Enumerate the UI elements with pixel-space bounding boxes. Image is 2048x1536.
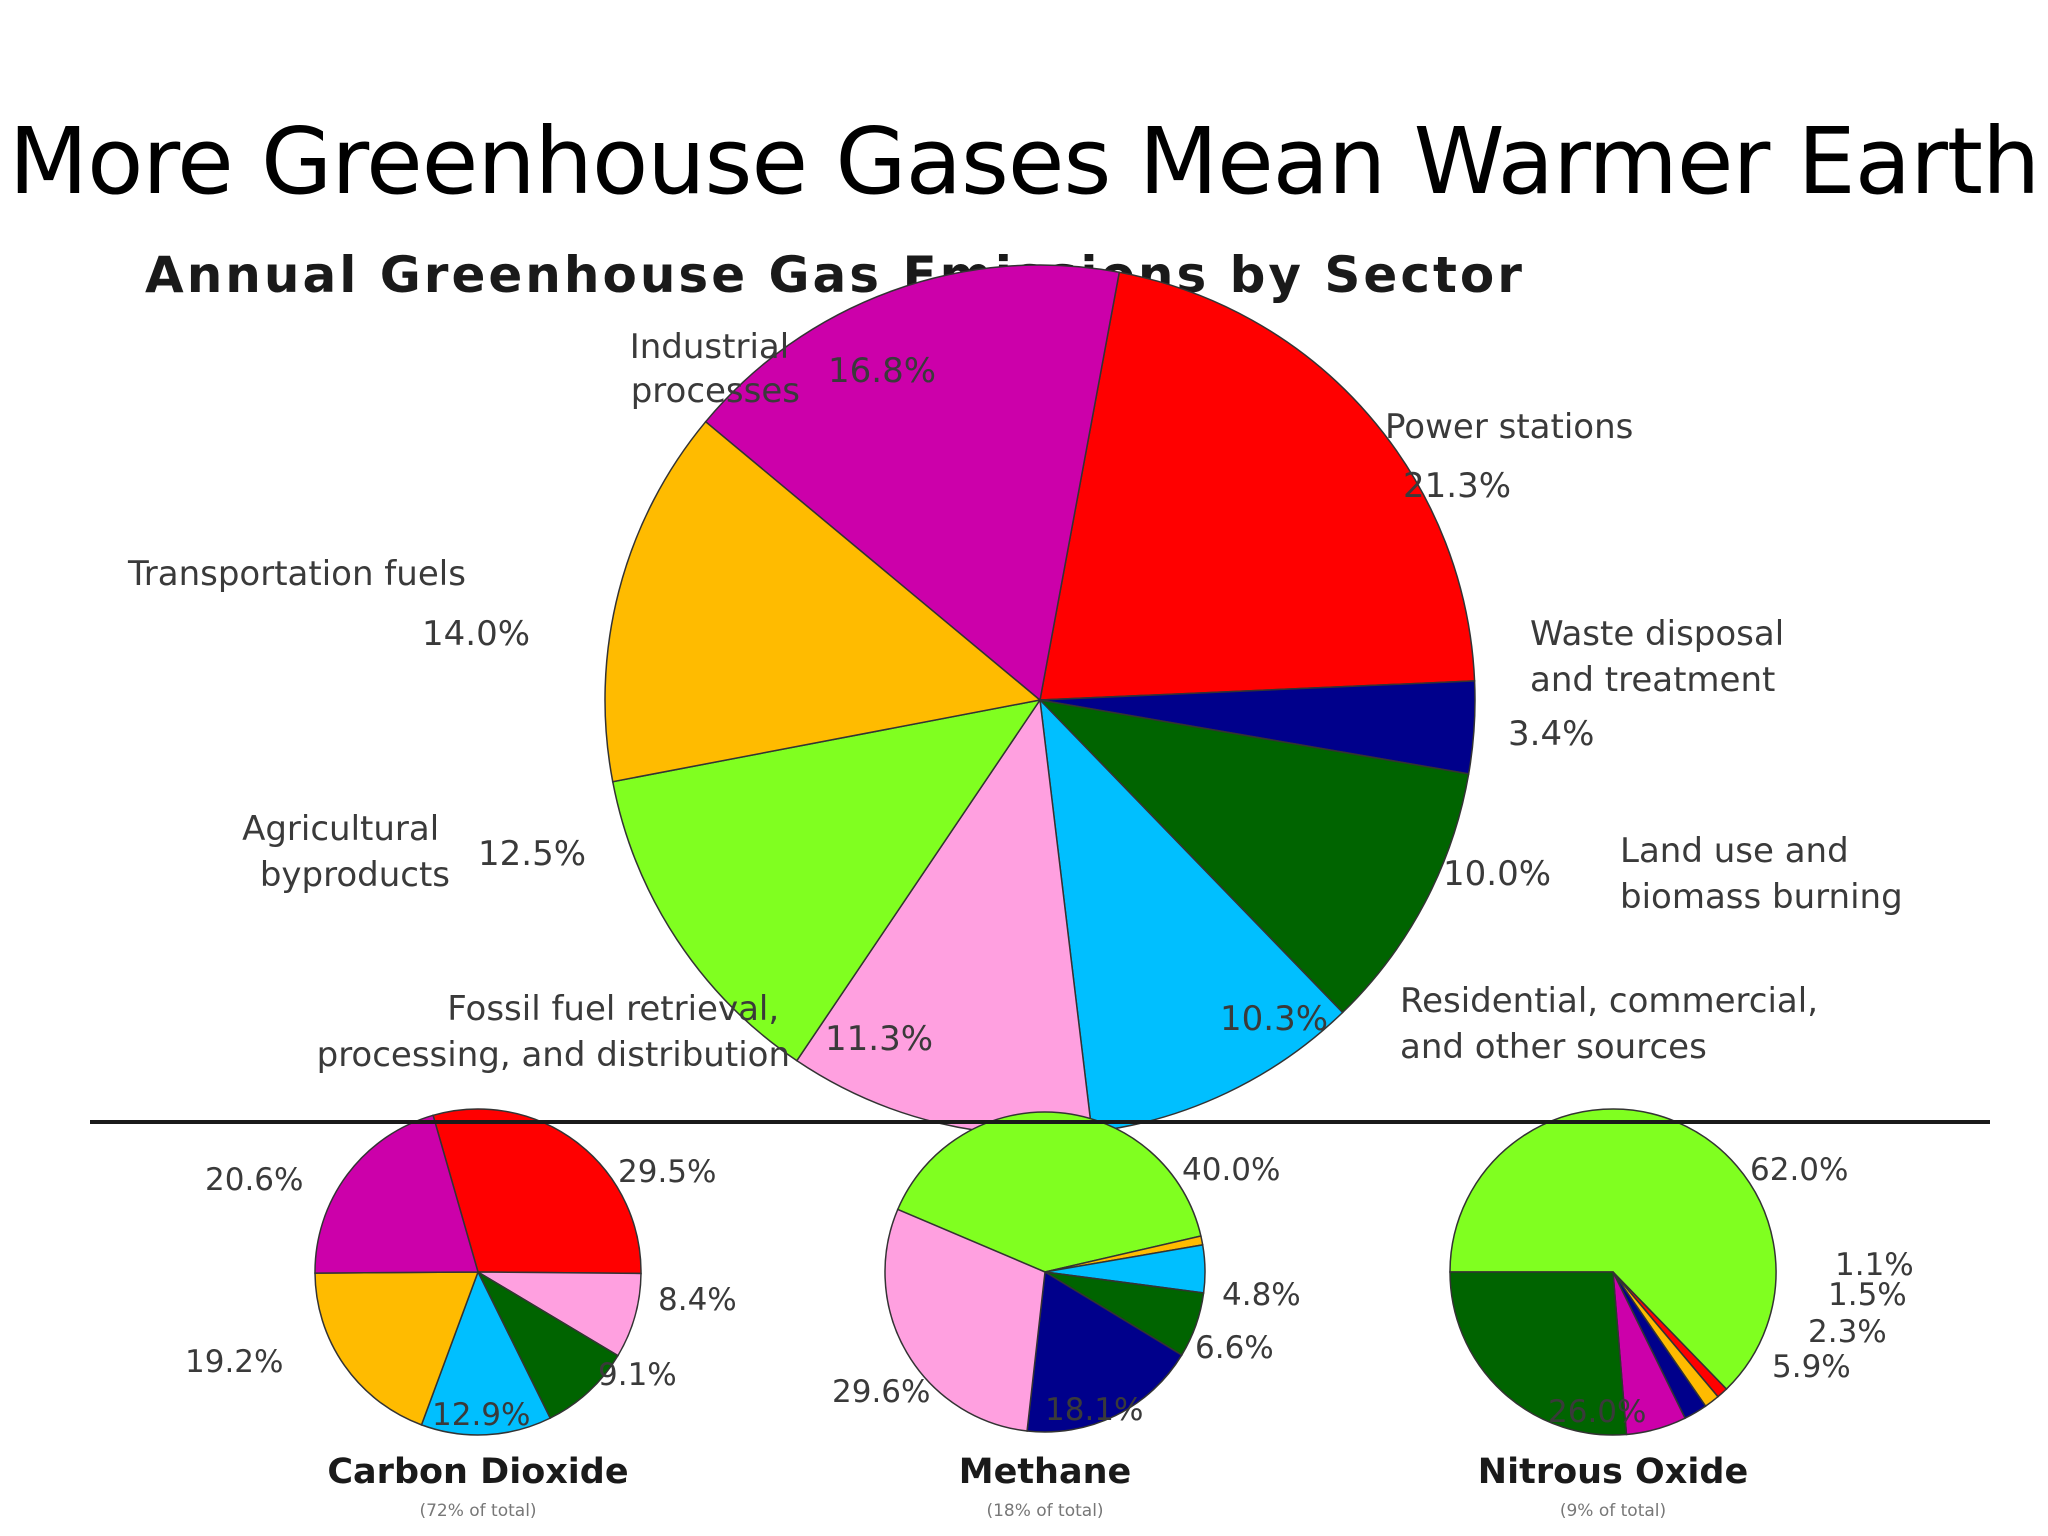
co2-value-residential: 12.9%	[432, 1397, 530, 1433]
label-land-use: Land use and biomass burning	[1620, 831, 1903, 917]
methane-subtitle: (18% of total)	[986, 1501, 1103, 1521]
label-line: Waste disposal	[1530, 614, 1784, 654]
n2o-value-waste: 2.3%	[1808, 1314, 1887, 1350]
small-pie-values: 20.6% 29.5% 8.4% 19.2% 9.1% 12.9% 40.0% …	[185, 1152, 1914, 1433]
label-line: processing, and distribution	[317, 1035, 790, 1075]
pie-slice	[314, 1271, 480, 1426]
pie-slice	[1039, 271, 1476, 701]
small-pie-titles: Carbon Dioxide (72% of total) Methane (1…	[327, 1452, 1748, 1521]
label-agricultural-byproducts: Agricultural byproducts	[242, 809, 450, 895]
label-industrial-processes: Industrial processes	[630, 327, 800, 411]
label-waste-disposal: Waste disposal and treatment	[1530, 614, 1795, 700]
value-waste: 3.4%	[1508, 714, 1594, 754]
value-agricultural: 12.5%	[478, 834, 586, 874]
label-line: Fossil fuel retrieval,	[447, 989, 779, 1029]
label-line: Land use and	[1620, 831, 1849, 871]
label-line: processes	[631, 371, 800, 411]
ch4-value-agricultural: 40.0%	[1182, 1152, 1280, 1188]
n2o-value-agricultural: 62.0%	[1750, 1152, 1848, 1188]
pie-slice	[704, 264, 1121, 702]
n2o-title: Nitrous Oxide	[1478, 1452, 1748, 1492]
pie-slice	[476, 1270, 619, 1420]
co2-value-fossil: 8.4%	[658, 1282, 737, 1318]
slide-title: More Greenhouse Gases Mean Warmer Earth	[8, 108, 2041, 215]
co2-subtitle: (72% of total)	[419, 1501, 536, 1521]
nitrous-oxide-pie	[1449, 1108, 1777, 1436]
co2-value-land: 9.1%	[598, 1357, 677, 1393]
main-chart-title: Annual Greenhouse Gas Emissions by Secto…	[145, 246, 1525, 304]
label-line: biomass burning	[1620, 877, 1903, 917]
n2o-value-land: 26.0%	[1548, 1394, 1646, 1430]
pie-slice	[604, 420, 1042, 783]
ch4-value-land: 6.6%	[1195, 1330, 1274, 1366]
sector-labels: Industrial processes Power stations Tran…	[127, 327, 1903, 1075]
co2-value-power: 29.5%	[618, 1154, 716, 1190]
value-fossil: 11.3%	[825, 1019, 933, 1059]
ch4-value-residential: 4.8%	[1222, 1277, 1301, 1313]
label-line: and other sources	[1400, 1027, 1707, 1067]
pie-slice	[896, 1111, 1202, 1273]
label-fossil-fuel: Fossil fuel retrieval, processing, and d…	[317, 989, 790, 1075]
pie-slice	[1026, 1270, 1183, 1433]
n2o-value-industrial: 5.9%	[1772, 1349, 1851, 1385]
n2o-value-transport: 1.5%	[1828, 1277, 1907, 1313]
carbon-dioxide-pie	[314, 1108, 642, 1436]
n2o-value-power: 1.1%	[1835, 1247, 1914, 1283]
n2o-subtitle: (9% of total)	[1560, 1501, 1666, 1521]
pie-slice	[1037, 698, 1470, 1014]
co2-value-transport: 19.2%	[185, 1344, 283, 1380]
label-power-stations: Power stations	[1385, 407, 1633, 447]
label-residential: Residential, commercial, and other sourc…	[1400, 981, 1829, 1067]
pie-slice	[475, 1271, 642, 1357]
value-power: 21.3%	[1403, 466, 1511, 506]
value-land-use: 10.0%	[1443, 854, 1551, 894]
pie-slice	[1449, 1271, 1628, 1436]
ch4-value-fossil: 29.6%	[832, 1374, 930, 1410]
sector-pie	[604, 264, 1476, 1136]
label-line: Industrial	[630, 327, 789, 367]
label-line: Agricultural	[242, 809, 439, 849]
co2-value-industrial: 20.6%	[205, 1162, 303, 1198]
pie-slice	[884, 1208, 1046, 1432]
value-industrial: 16.8%	[828, 351, 936, 391]
co2-title: Carbon Dioxide	[327, 1452, 628, 1492]
label-transportation-fuels: Transportation fuels	[127, 554, 466, 594]
value-residential: 10.3%	[1220, 999, 1328, 1039]
label-line: and treatment	[1530, 660, 1775, 700]
ch4-value-waste: 18.1%	[1045, 1392, 1143, 1428]
pie-slice	[432, 1108, 642, 1275]
pie-slice	[420, 1270, 552, 1436]
pie-slice	[611, 698, 1042, 1062]
sector-values: 16.8% 21.3% 14.0% 3.4% 12.5% 10.0% 11.3%…	[422, 351, 1594, 1059]
value-transport: 14.0%	[422, 614, 530, 654]
label-line: byproducts	[260, 855, 450, 895]
label-line: Residential, commercial,	[1400, 981, 1818, 1021]
methane-pie	[884, 1111, 1206, 1433]
methane-title: Methane	[959, 1452, 1132, 1492]
